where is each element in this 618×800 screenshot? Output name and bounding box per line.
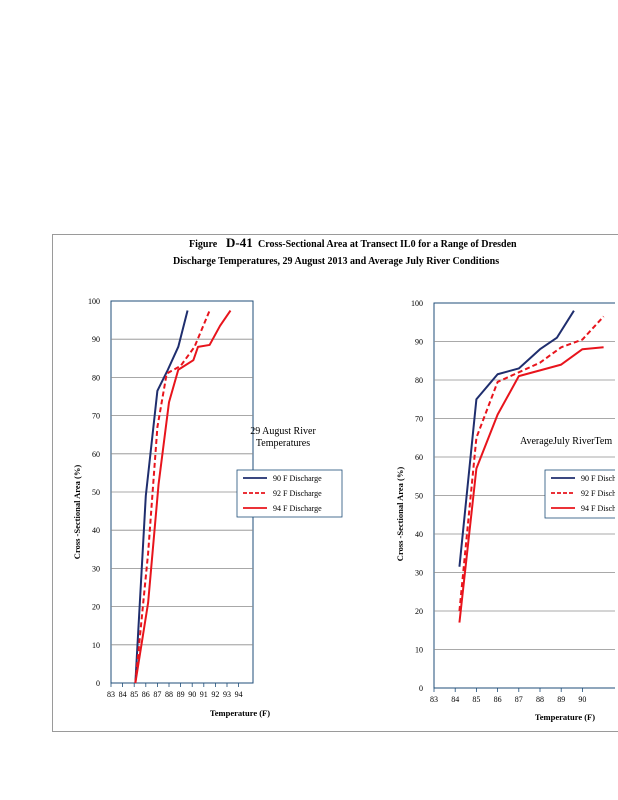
x-tick-label: 87 [153,690,161,699]
x-tick-label: 85 [130,690,138,699]
y-tick-label: 90 [415,338,423,347]
x-tick-label: 91 [200,690,208,699]
figure-title-line2: Discharge Temperatures, 29 August 2013 a… [173,256,500,267]
y-tick-label: 40 [415,530,423,539]
y-tick-label: 20 [415,607,423,616]
y-tick-label: 50 [92,488,100,497]
y-axis-label: Cross -Sectional Area (%) [395,467,405,562]
y-axis-label: Cross -Sectional Area (%) [72,465,82,560]
y-tick-label: 20 [92,603,100,612]
y-tick-label: 100 [88,297,100,306]
x-tick-label: 86 [142,690,150,699]
y-tick-label: 100 [411,299,423,308]
y-tick-label: 80 [415,376,423,385]
legend-label: 90 F Discharge [273,474,322,483]
y-tick-label: 80 [92,373,100,382]
x-tick-label: 94 [235,690,243,699]
x-axis-label: Temperature (F) [210,708,270,718]
series-line-2 [134,309,232,684]
y-tick-label: 60 [415,453,423,462]
legend-label: 92 F Discharge [273,489,322,498]
figure-number: D-41 [226,235,253,250]
x-tick-label: 89 [557,695,565,704]
y-tick-label: 40 [92,526,100,535]
x-tick-label: 83 [107,690,115,699]
series-line-1 [458,315,605,612]
x-tick-label: 86 [494,695,502,704]
x-tick-label: 89 [177,690,185,699]
x-tick-label: 90 [578,695,586,704]
x-tick-label: 87 [515,695,523,704]
x-tick-label: 92 [211,690,219,699]
y-tick-label: 50 [415,492,423,501]
x-tick-label: 88 [165,690,173,699]
chart-annotation: AverageJuly RiverTem [520,436,612,447]
y-tick-label: 70 [92,412,100,421]
chart-right: 0 10 20 30 40 50 60 70 80 90 100 83 84 85 86 87 88 89 90 Te… [395,299,618,722]
legend-label: 94 F Discharge [581,504,618,513]
x-tick-label: 85 [472,695,480,704]
y-tick-label: 60 [92,450,100,459]
y-tick-label: 30 [92,564,100,573]
figure-frame [52,234,618,732]
x-tick-label: 83 [430,695,438,704]
y-tick-label: 0 [419,684,423,693]
series-line-0 [134,310,189,684]
legend-label: 90 F Discharge [581,474,618,483]
chart-annotation: Temperatures [256,438,310,449]
x-tick-label: 84 [119,690,127,699]
figure-title-label: Figure [189,239,218,250]
y-tick-label: 10 [92,641,100,650]
x-axis-label: Temperature (F) [535,712,595,722]
y-tick-label: 70 [415,415,423,424]
y-tick-label: 0 [96,679,100,688]
series-line-0 [458,310,575,567]
y-tick-label: 10 [415,646,423,655]
chart-annotation: 29 August River [250,426,316,437]
x-tick-label: 88 [536,695,544,704]
series-line-2 [458,346,604,623]
y-tick-label: 30 [415,569,423,578]
x-tick-label: 93 [223,690,231,699]
figure-title-text: Cross-Sectional Area at Transect IL0 for… [258,239,517,250]
legend-label: 94 F Discharge [273,504,322,513]
series-line-1 [134,310,211,684]
legend-label: 92 F Discharge [581,489,618,498]
y-tick-label: 90 [92,335,100,344]
x-tick-label: 90 [188,690,196,699]
x-tick-label: 84 [451,695,459,704]
